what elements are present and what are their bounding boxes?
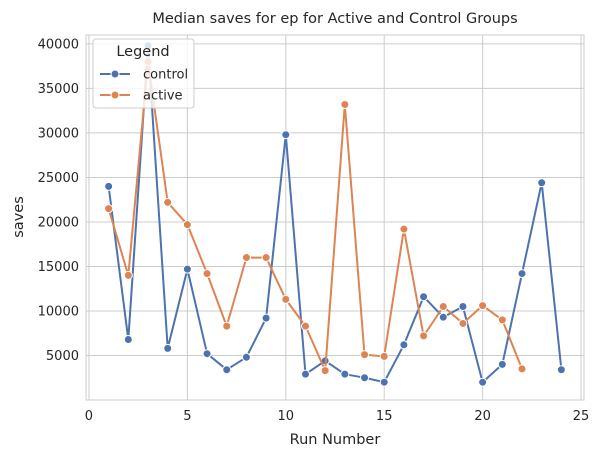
legend-marker	[110, 90, 120, 100]
legend-entries: control active	[100, 68, 188, 104]
legend-entry-active: active	[100, 89, 183, 104]
data-point-control	[556, 365, 566, 375]
data-point-active	[241, 253, 251, 263]
chart-title: Median saves for ep for Active and Contr…	[152, 11, 517, 27]
data-point-control	[300, 369, 310, 379]
data-point-control	[222, 365, 232, 375]
data-point-active	[360, 350, 370, 360]
data-point-control	[497, 359, 507, 369]
legend-entry-control: control	[100, 68, 188, 83]
data-point-active	[399, 224, 409, 234]
y-tick-label: 35000	[38, 82, 79, 97]
grid-lines	[86, 35, 584, 400]
data-point-control	[517, 269, 527, 279]
data-point-active	[320, 366, 330, 376]
data-point-active	[163, 197, 173, 207]
data-point-control	[340, 369, 350, 379]
data-point-active	[261, 253, 271, 263]
data-point-control	[202, 349, 212, 359]
data-point-active	[281, 294, 291, 304]
y-tick-label: 5000	[46, 349, 79, 364]
legend: Legend control active	[92, 38, 195, 109]
data-point-active	[202, 269, 212, 279]
data-point-control	[458, 302, 468, 312]
y-axis-label: saves	[11, 196, 27, 238]
data-point-active	[438, 302, 448, 312]
data-point-control	[399, 340, 409, 350]
data-point-active	[458, 318, 468, 328]
y-tick-label: 15000	[38, 260, 79, 275]
data-point-active	[300, 321, 310, 331]
y-tick-label: 25000	[38, 171, 79, 186]
tick-labels: 0 5 10 15 20 25 5000 10000 15000 20000 25000 30000 3…	[38, 37, 590, 424]
x-tick-label: 10	[278, 409, 295, 424]
data-point-control	[438, 312, 448, 322]
x-tick-label: 5	[183, 409, 191, 424]
data-point-active	[222, 321, 232, 331]
data-point-active	[419, 331, 429, 341]
x-tick-label: 20	[474, 409, 491, 424]
plot-frame	[85, 34, 585, 401]
data-point-control	[478, 377, 488, 387]
data-point-active	[104, 204, 114, 214]
y-tick-label: 20000	[38, 215, 79, 230]
legend-label: active	[143, 89, 183, 104]
x-tick-label: 15	[376, 409, 393, 424]
series-line-active	[107, 60, 523, 372]
series-active	[104, 57, 527, 376]
data-point-active	[517, 364, 527, 374]
data-point-active	[340, 99, 350, 109]
data-point-control	[163, 343, 173, 353]
data-point-control	[123, 334, 133, 344]
y-tick-label: 30000	[38, 126, 79, 141]
x-axis-label: Run Number	[290, 432, 381, 448]
data-point-control	[182, 264, 192, 274]
legend-title: Legend	[116, 44, 169, 60]
data-point-active	[123, 270, 133, 280]
data-point-control	[419, 292, 429, 302]
data-point-active	[497, 315, 507, 325]
data-point-control	[261, 313, 271, 323]
y-tick-label: 40000	[38, 37, 79, 52]
y-tick-label: 10000	[38, 304, 79, 319]
data-point-active	[379, 351, 389, 361]
data-point-control	[379, 377, 389, 387]
data-point-control	[360, 373, 370, 383]
x-tick-label: 0	[85, 409, 93, 424]
legend-label: control	[143, 68, 188, 83]
data-point-control	[537, 178, 547, 188]
data-point-active	[182, 220, 192, 230]
legend-box	[92, 38, 195, 109]
data-point-control	[281, 130, 291, 140]
data-point-control	[104, 181, 114, 191]
legend-marker	[110, 69, 120, 79]
data-point-control	[241, 352, 251, 362]
x-tick-label: 25	[573, 409, 590, 424]
data-point-active	[478, 301, 488, 311]
